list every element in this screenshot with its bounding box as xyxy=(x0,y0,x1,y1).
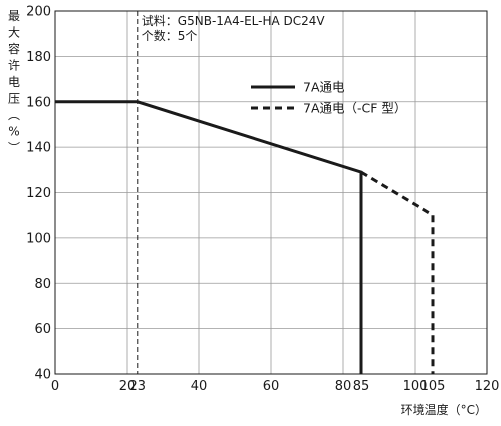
x-tick-label: 0 xyxy=(51,379,59,394)
y-tick-label: 120 xyxy=(26,186,51,201)
y-axis-title-char: 容 xyxy=(8,41,20,56)
x-tick-label: 100 xyxy=(403,379,428,394)
y-axis-title-char: 电 xyxy=(8,75,20,89)
x-tick-label: 120 xyxy=(475,379,500,394)
y-tick-label: 60 xyxy=(34,322,51,337)
sample-model-note: 试料：G5NB-1A4-EL-HA DC24V xyxy=(142,13,326,28)
sample-count-note: 个数：5个 xyxy=(142,28,198,43)
x-tick-label: 40 xyxy=(191,379,208,394)
y-axis-title-char: ︶ xyxy=(8,141,20,155)
x-tick-label: 23 xyxy=(130,379,147,394)
y-tick-label: 80 xyxy=(34,277,51,292)
y-axis-title-char: 大 xyxy=(8,26,20,40)
y-tick-label: 160 xyxy=(26,95,51,110)
legend: 7A通电 7A通电（-CF 型） xyxy=(251,80,406,116)
grid xyxy=(55,11,487,374)
series-lines xyxy=(55,100,435,374)
x-axis-title: 环境温度（°C） xyxy=(401,402,487,417)
y-axis-title-char: 压 xyxy=(8,92,20,106)
y-tick-label: 140 xyxy=(26,141,51,156)
legend-label-2: 7A通电（-CF 型） xyxy=(303,101,406,116)
y-tick-label: 200 xyxy=(26,5,51,20)
series-line-1 xyxy=(55,100,363,374)
x-tick-label: 85 xyxy=(353,379,370,394)
x-tick-label: 105 xyxy=(421,379,446,394)
y-axis-title-char: ︵ xyxy=(8,108,20,122)
plot-area xyxy=(54,10,488,375)
x-tick-label: 60 xyxy=(263,379,280,394)
legend-label-1: 7A通电 xyxy=(303,80,345,95)
x-tick-label: 80 xyxy=(335,379,352,394)
y-axis-title-char: % xyxy=(8,125,19,139)
y-axis-title-char: 许 xyxy=(8,59,20,73)
y-tick-label: 40 xyxy=(34,368,51,383)
y-tick-label: 100 xyxy=(26,231,51,246)
y-axis-title-char: 最 xyxy=(8,9,20,23)
y-tick-label: 180 xyxy=(26,50,51,65)
y-axis-ticks: 40 60 80 100 120 140 160 180 200 xyxy=(26,5,51,383)
x-tick-label: 20 xyxy=(119,379,136,394)
series-line-2 xyxy=(360,170,435,374)
